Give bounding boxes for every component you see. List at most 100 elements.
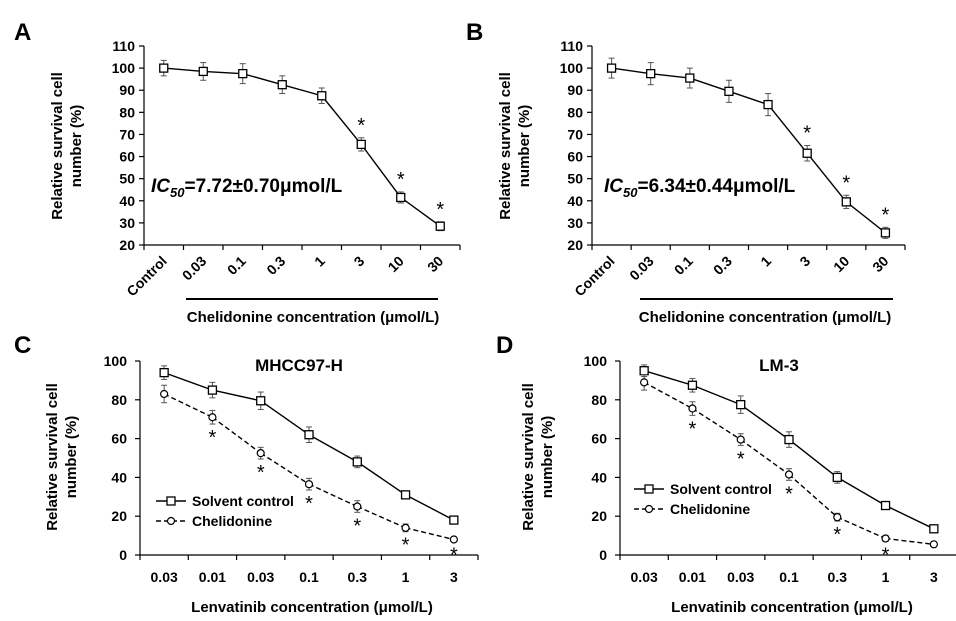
- y-tick-label: 80: [591, 392, 607, 408]
- data-point: [685, 73, 695, 83]
- x-tick-label: 0.3: [348, 569, 368, 585]
- series-line-segment: [321, 95, 362, 145]
- series-line-segment: [405, 494, 455, 521]
- series-solvent-control: [639, 364, 939, 534]
- x-tick-label: 0.03: [151, 569, 178, 585]
- y-tick-label: 0: [599, 547, 607, 563]
- chart-panel-d: D LM-3 0 20 40 60 80 100 0.03 0.01 0.03 0.1 0.3 1 3 Rel…: [496, 332, 956, 616]
- significance-star: *: [402, 535, 410, 557]
- chart-title: LM-3: [759, 356, 799, 375]
- x-tick-label: 0.1: [779, 569, 799, 585]
- legend-label: Chelidonine: [670, 501, 750, 517]
- x-tick-label: 1: [402, 569, 410, 585]
- y-tick-label: 80: [111, 392, 127, 408]
- y-axis-label-line: number (%): [63, 416, 80, 499]
- data-point: [688, 404, 697, 413]
- data-point: [160, 389, 169, 399]
- significance-star: *: [785, 483, 793, 505]
- y-tick-label: 20: [119, 237, 135, 253]
- significance-star: *: [803, 123, 811, 145]
- y-axis-label: Relative survival cell number (%): [497, 72, 533, 220]
- y-axis-label: Relative survival cell number (%): [44, 383, 80, 531]
- data-point: [687, 380, 698, 390]
- series-line-segment: [689, 77, 730, 92]
- chart-title: MHCC97-H: [255, 356, 343, 375]
- data-point: [356, 139, 366, 150]
- y-axis-label-line: Relative survival cell: [520, 383, 537, 531]
- series-line-segment: [242, 72, 283, 86]
- ic50-prefix: IC: [151, 176, 170, 197]
- y-tick-label: 40: [567, 193, 583, 209]
- ic50-prefix: IC: [604, 176, 623, 197]
- data-point: [238, 68, 248, 79]
- panel-letter: A: [14, 19, 31, 46]
- x-tick-label: 30: [869, 253, 891, 275]
- x-tick-label: 3: [796, 253, 813, 270]
- y-tick-label: 110: [560, 38, 583, 54]
- y-axis-label-line: number (%): [516, 105, 533, 188]
- x-tick-label: 3: [450, 569, 458, 585]
- data-point: [646, 68, 656, 79]
- y-axis-label-line: Relative survival cell: [49, 72, 66, 220]
- series-line-segment: [308, 483, 358, 508]
- significance-star: *: [882, 544, 890, 566]
- series-line-segment: [356, 461, 406, 496]
- x-tick-label: 1: [311, 253, 328, 270]
- x-axis-label: Lenvatinib concentration (μmol/L): [191, 599, 433, 616]
- data-point: [256, 396, 266, 406]
- series-line-segment: [357, 505, 406, 529]
- significance-star: *: [305, 493, 313, 515]
- x-tick-label: 0.03: [631, 569, 658, 585]
- data-point: [639, 366, 649, 376]
- series-line-segment: [360, 143, 402, 198]
- ic50-subscript: 50: [170, 185, 185, 200]
- series-line-segment: [836, 476, 886, 507]
- data-point: [449, 535, 458, 544]
- series-line-segment: [692, 407, 742, 441]
- y-tick-label: 60: [111, 431, 127, 447]
- series-line-segment: [806, 152, 847, 203]
- data-point: [396, 192, 406, 203]
- significance-star: *: [209, 427, 217, 449]
- legend: Solvent control Chelidonine: [634, 481, 772, 517]
- series-line-segment: [788, 473, 838, 518]
- data-point: [207, 385, 218, 395]
- significance-star: *: [737, 448, 745, 470]
- y-axis-label: Relative survival cell number (%): [520, 383, 556, 531]
- significance-star: *: [689, 418, 697, 440]
- x-tick-label: 0.01: [199, 569, 226, 585]
- y-tick-label: 20: [567, 237, 583, 253]
- y-tick-label: 20: [591, 508, 607, 524]
- series-line-segment: [212, 416, 262, 454]
- y-tick-label: 100: [104, 353, 128, 369]
- significance-star: *: [833, 524, 841, 546]
- series-line-segment: [650, 72, 690, 79]
- panel-letter: B: [466, 19, 483, 46]
- data-point: [763, 99, 773, 110]
- y-tick-label: 60: [119, 149, 135, 165]
- x-tick-label: 0.01: [679, 569, 706, 585]
- data-point: [352, 457, 362, 467]
- data-point: [929, 524, 939, 534]
- x-tick-label: 1: [757, 253, 774, 270]
- series-line-segment: [728, 90, 769, 106]
- data-point: [606, 63, 617, 73]
- chart-panel-c: C MHCC97-H 0 20 40 60 80 100 0.03 0.01 0.03 0.1 0.3 1…: [14, 332, 479, 616]
- data-point: [880, 228, 891, 238]
- series-line-segment: [740, 404, 790, 441]
- x-tick-label: 30: [424, 253, 446, 275]
- y-tick-label: 60: [591, 431, 607, 447]
- x-tick-label: 0.3: [828, 569, 848, 585]
- data-point: [802, 148, 812, 158]
- series-line-segment: [692, 384, 741, 406]
- significance-star: *: [397, 169, 405, 191]
- y-tick-label: 100: [112, 60, 136, 76]
- series-line-segment: [308, 434, 358, 463]
- y-tick-label: 80: [567, 104, 583, 120]
- data-point: [784, 470, 794, 479]
- y-tick-label: 70: [567, 126, 583, 142]
- series-solvent-control: [159, 365, 459, 525]
- legend: Solvent control Chelidonine: [156, 493, 294, 529]
- data-point: [724, 86, 734, 96]
